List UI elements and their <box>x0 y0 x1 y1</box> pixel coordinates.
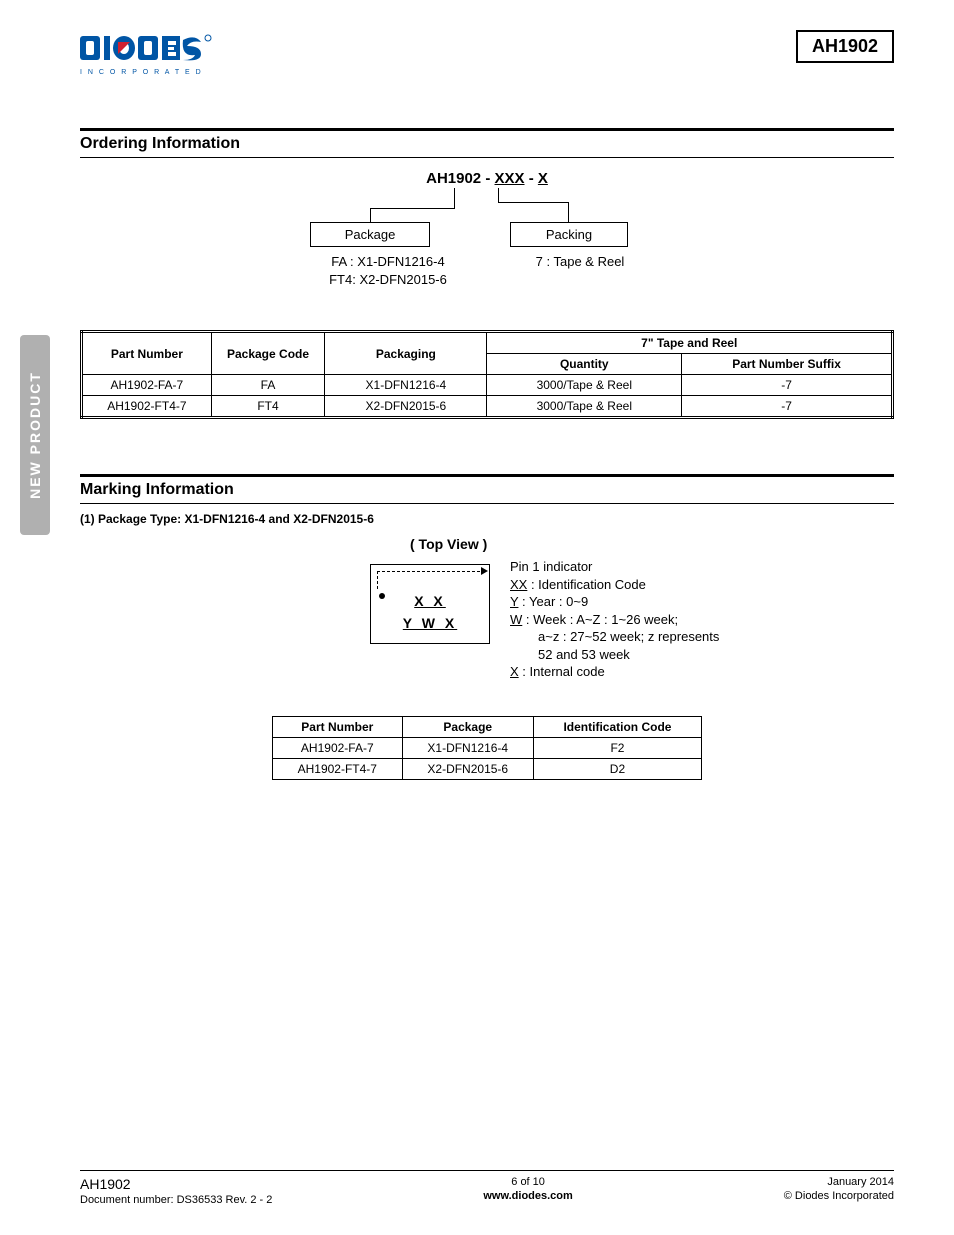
page-content: I N C O R P O R A T E D AH1902 Ordering … <box>80 30 894 1205</box>
top-view-label: ( Top View ) <box>410 536 487 552</box>
marking-section: Marking Information (1) Package Type: X1… <box>80 474 894 780</box>
legend-text: : Identification Code <box>527 577 646 592</box>
footer-page: 6 of 10 <box>483 1175 572 1189</box>
td: X1-DFN1216-4 <box>325 375 487 396</box>
legend-w2: a~z : 27~52 week; z represents <box>510 628 719 646</box>
td: -7 <box>682 375 893 396</box>
ordering-section: Ordering Information AH1902 - XXX - X Pa… <box>80 128 894 419</box>
th-ic: Identification Code <box>533 717 701 738</box>
marking-note: (1) Package Type: X1-DFN1216-4 and X2-DF… <box>80 512 894 526</box>
code-sep1: - <box>481 170 494 187</box>
legend-xx: XX : Identification Code <box>510 576 719 594</box>
footer-url-text: www.diodes.com <box>483 1190 572 1202</box>
td: FT4 <box>211 396 325 418</box>
td: X2-DFN2015-6 <box>325 396 487 418</box>
footer-copyright: © Diodes Incorporated <box>784 1189 894 1203</box>
td: 3000/Tape & Reel <box>487 375 682 396</box>
footer-left: AH1902 Document number: DS36533 Rev. 2 -… <box>80 1175 272 1207</box>
td: FA <box>211 375 325 396</box>
table-row: AH1902-FA-7 FA X1-DFN1216-4 3000/Tape & … <box>82 375 893 396</box>
arrow-icon <box>481 567 488 575</box>
code-prefix: AH1902 <box>426 170 481 187</box>
legend-key: XX <box>510 577 527 592</box>
th-packaging: Packaging <box>325 332 487 375</box>
table-row: AH1902-FA-7 X1-DFN1216-4 F2 <box>273 738 702 759</box>
marking-diagram: ( Top View ) X X Y W X Pin 1 indicator X… <box>80 536 894 706</box>
table-row: AH1902-FT4-7 FT4 X2-DFN2015-6 3000/Tape … <box>82 396 893 418</box>
footer-date: January 2014 <box>784 1175 894 1189</box>
chip-line1: X X <box>371 593 489 609</box>
footer-center: 6 of 10 www.diodes.com <box>483 1175 572 1207</box>
marking-table: Part Number Package Identification Code … <box>272 716 702 780</box>
footer-doc: Document number: DS36533 Rev. 2 - 2 <box>80 1193 272 1207</box>
marking-title: Marking Information <box>80 477 894 504</box>
footer-right: January 2014 © Diodes Incorporated <box>784 1175 894 1207</box>
header-row: I N C O R P O R A T E D AH1902 <box>80 30 894 78</box>
packing-sub: 7 : Tape & Reel <box>510 254 650 269</box>
sidebar-label: NEW PRODUCT <box>27 371 43 499</box>
td: X2-DFN2015-6 <box>402 759 533 780</box>
logo-tagline: I N C O R P O R A T E D <box>80 69 203 76</box>
page-footer: AH1902 Document number: DS36533 Rev. 2 -… <box>80 1170 894 1207</box>
td: AH1902-FA-7 <box>273 738 403 759</box>
sidebar-new-product: NEW PRODUCT <box>20 335 50 535</box>
legend-w3: 52 and 53 week <box>510 646 719 664</box>
ordering-title: Ordering Information <box>80 131 894 158</box>
chip-line2: Y W X <box>371 615 489 631</box>
legend-w: W : Week : A~Z : 1~26 week; <box>510 611 719 629</box>
legend-key: X <box>510 664 519 679</box>
legend-x: X : Internal code <box>510 663 719 681</box>
th-pk: Package <box>402 717 533 738</box>
td: AH1902-FA-7 <box>82 375 212 396</box>
package-box: Package <box>310 222 430 247</box>
code-p1: XXX <box>495 170 525 187</box>
th-tape-reel: 7" Tape and Reel <box>487 332 893 354</box>
table-row: AH1902-FT4-7 X2-DFN2015-6 D2 <box>273 759 702 780</box>
diagram-line <box>568 202 569 222</box>
td: AH1902-FT4-7 <box>273 759 403 780</box>
diodes-logo: I N C O R P O R A T E D <box>80 30 230 78</box>
code-sep2: - <box>525 170 538 187</box>
td: AH1902-FT4-7 <box>82 396 212 418</box>
ordering-code-line: AH1902 - XXX - X <box>426 170 548 187</box>
diagram-line <box>498 202 568 203</box>
legend-pin1: Pin 1 indicator <box>510 558 719 576</box>
diagram-line <box>370 208 455 209</box>
footer-url: www.diodes.com <box>483 1189 572 1203</box>
ordering-table: Part Number Package Code Packaging 7" Ta… <box>80 330 894 419</box>
legend-key: W <box>510 612 522 627</box>
td: -7 <box>682 396 893 418</box>
pin1-dash <box>377 571 485 572</box>
legend-text: : Year : 0~9 <box>518 594 588 609</box>
td: 3000/Tape & Reel <box>487 396 682 418</box>
pin1-dash-v <box>377 571 378 589</box>
th-quantity: Quantity <box>487 354 682 375</box>
packing-box: Packing <box>510 222 628 247</box>
th-package-code: Package Code <box>211 332 325 375</box>
legend-y: Y : Year : 0~9 <box>510 593 719 611</box>
code-p2: X <box>538 170 548 187</box>
th-suffix: Part Number Suffix <box>682 354 893 375</box>
th-part-number: Part Number <box>82 332 212 375</box>
th-pn: Part Number <box>273 717 403 738</box>
legend-text: : Internal code <box>519 664 605 679</box>
td: F2 <box>533 738 701 759</box>
td: D2 <box>533 759 701 780</box>
diagram-line <box>498 188 499 202</box>
part-number-box: AH1902 <box>796 30 894 63</box>
chip-outline: X X Y W X <box>370 564 490 644</box>
diagram-line <box>454 188 455 208</box>
ordering-diagram: AH1902 - XXX - X Package Packing FA : X1… <box>80 170 894 310</box>
td: X1-DFN1216-4 <box>402 738 533 759</box>
package-sub1: FA : X1-DFN1216-4 <box>308 254 468 269</box>
diagram-line <box>370 208 371 222</box>
package-sub2: FT4: X2-DFN2015-6 <box>308 272 468 287</box>
legend-text: : Week : A~Z : 1~26 week; <box>522 612 678 627</box>
marking-legend: Pin 1 indicator XX : Identification Code… <box>510 558 719 681</box>
footer-part: AH1902 <box>80 1175 272 1193</box>
